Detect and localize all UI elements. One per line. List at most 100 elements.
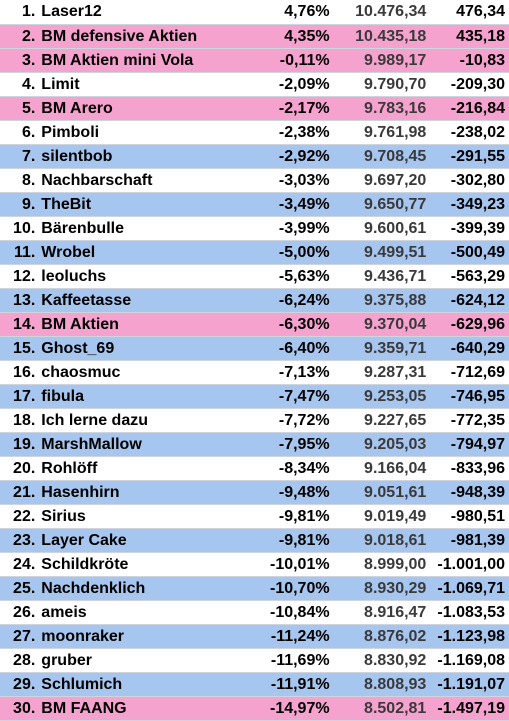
rank-cell: 12. xyxy=(0,264,40,289)
percent-change: -10,70% xyxy=(255,576,333,601)
portfolio-value: 9.790,70 xyxy=(332,72,430,97)
absolute-change: -302,80 xyxy=(429,168,509,193)
portfolio-value: 8.830,92 xyxy=(332,648,430,673)
rank-cell: 22. xyxy=(0,504,40,529)
portfolio-value: 8.808,93 xyxy=(332,672,430,697)
percent-change: -11,24% xyxy=(255,624,333,649)
percent-change: -10,01% xyxy=(255,552,333,577)
rank-cell: 9. xyxy=(0,192,40,217)
percent-change: -5,63% xyxy=(255,264,333,289)
rank-cell: 21. xyxy=(0,480,40,505)
participant-name: BM Arero xyxy=(39,96,256,121)
percent-change: -11,91% xyxy=(255,672,333,697)
portfolio-value: 9.761,98 xyxy=(332,120,430,145)
rank-cell: 19. xyxy=(0,432,40,457)
percent-change: 4,76% xyxy=(255,0,333,25)
absolute-change: -1.123,98 xyxy=(429,624,509,649)
rank-cell: 28. xyxy=(0,648,40,673)
absolute-change: -349,23 xyxy=(429,192,509,217)
participant-name: chaosmuc xyxy=(39,360,256,385)
percent-change: -7,13% xyxy=(255,360,333,385)
table-row: 16. chaosmuc -7,13% 9.287,31 -712,69 xyxy=(0,360,509,385)
table-row: 3. BM Aktien mini Vola -0,11% 9.989,17 -10,8… xyxy=(0,48,509,73)
rank-cell: 1. xyxy=(0,0,40,25)
table-row: 23. Layer Cake -9,81% 9.018,61 -981,39 xyxy=(0,528,509,553)
percent-change: -9,81% xyxy=(255,528,333,553)
percent-change: -3,49% xyxy=(255,192,333,217)
rank-cell: 17. xyxy=(0,384,40,409)
table-row: 19. MarshMallow -7,95% 9.205,03 -794,97 xyxy=(0,432,509,457)
participant-name: Nachdenklich xyxy=(39,576,256,601)
absolute-change: -833,96 xyxy=(429,456,509,481)
rank-cell: 14. xyxy=(0,312,40,337)
absolute-change: -291,55 xyxy=(429,144,509,169)
absolute-change: -563,29 xyxy=(429,264,509,289)
absolute-change: -980,51 xyxy=(429,504,509,529)
participant-name: gruber xyxy=(39,648,256,673)
percent-change: -7,72% xyxy=(255,408,333,433)
table-row: 29. Schlumich -11,91% 8.808,93 -1.191,07 xyxy=(0,672,509,697)
table-row: 5. BM Arero -2,17% 9.783,16 -216,84 xyxy=(0,96,509,121)
rank-cell: 6. xyxy=(0,120,40,145)
table-row: 8. Nachbarschaft -3,03% 9.697,20 -302,80 xyxy=(0,168,509,193)
rank-cell: 20. xyxy=(0,456,40,481)
table-row: 26. ameis -10,84% 8.916,47 -1.083,53 xyxy=(0,600,509,625)
participant-name: BM Aktien xyxy=(39,312,256,337)
portfolio-value: 9.697,20 xyxy=(332,168,430,193)
table-row: 22. Sirius -9,81% 9.019,49 -980,51 xyxy=(0,504,509,529)
rank-cell: 11. xyxy=(0,240,40,265)
portfolio-value: 9.499,51 xyxy=(332,240,430,265)
portfolio-value: 9.708,45 xyxy=(332,144,430,169)
rank-cell: 24. xyxy=(0,552,40,577)
table-row: 12. leoluchs -5,63% 9.436,71 -563,29 xyxy=(0,264,509,289)
participant-name: Schildkröte xyxy=(39,552,256,577)
portfolio-value: 9.650,77 xyxy=(332,192,430,217)
table-row: 7. silentbob -2,92% 9.708,45 -291,55 xyxy=(0,144,509,169)
rank-cell: 23. xyxy=(0,528,40,553)
portfolio-value: 8.930,29 xyxy=(332,576,430,601)
table-row: 11. Wrobel -5,00% 9.499,51 -500,49 xyxy=(0,240,509,265)
participant-name: Pimboli xyxy=(39,120,256,145)
participant-name: leoluchs xyxy=(39,264,256,289)
table-row: 25. Nachdenklich -10,70% 8.930,29 -1.069,71 xyxy=(0,576,509,601)
participant-name: Ghost_69 xyxy=(39,336,256,361)
rank-cell: 30. xyxy=(0,696,40,721)
portfolio-value: 9.783,16 xyxy=(332,96,430,121)
portfolio-value: 9.253,05 xyxy=(332,384,430,409)
portfolio-value: 8.999,00 xyxy=(332,552,430,577)
percent-change: -7,47% xyxy=(255,384,333,409)
portfolio-value: 9.436,71 xyxy=(332,264,430,289)
participant-name: TheBit xyxy=(39,192,256,217)
absolute-change: -712,69 xyxy=(429,360,509,385)
portfolio-value: 10.435,18 xyxy=(332,24,430,49)
percent-change: -5,00% xyxy=(255,240,333,265)
portfolio-value: 9.018,61 xyxy=(332,528,430,553)
participant-name: Kaffeetasse xyxy=(39,288,256,313)
percent-change: -14,97% xyxy=(255,696,333,721)
participant-name: Nachbarschaft xyxy=(39,168,256,193)
table-row: 14. BM Aktien -6,30% 9.370,04 -629,96 xyxy=(0,312,509,337)
table-row: 30. BM FAANG -14,97% 8.502,81 -1.497,19 xyxy=(0,696,509,721)
rank-cell: 29. xyxy=(0,672,40,697)
absolute-change: -1.191,07 xyxy=(429,672,509,697)
table-row: 10. Bärenbulle -3,99% 9.600,61 -399,39 xyxy=(0,216,509,241)
table-row: 24. Schildkröte -10,01% 8.999,00 -1.001,00 xyxy=(0,552,509,577)
participant-name: BM defensive Aktien xyxy=(39,24,256,49)
table-row: 28. gruber -11,69% 8.830,92 -1.169,08 xyxy=(0,648,509,673)
rank-cell: 10. xyxy=(0,216,40,241)
rank-cell: 18. xyxy=(0,408,40,433)
portfolio-value: 9.166,04 xyxy=(332,456,430,481)
participant-name: fibula xyxy=(39,384,256,409)
absolute-change: -399,39 xyxy=(429,216,509,241)
participant-name: BM Aktien mini Vola xyxy=(39,48,256,73)
percent-change: -7,95% xyxy=(255,432,333,457)
absolute-change: -772,35 xyxy=(429,408,509,433)
portfolio-value: 9.051,61 xyxy=(332,480,430,505)
absolute-change: -1.083,53 xyxy=(429,600,509,625)
absolute-change: -981,39 xyxy=(429,528,509,553)
absolute-change: -746,95 xyxy=(429,384,509,409)
rank-cell: 4. xyxy=(0,72,40,97)
absolute-change: -629,96 xyxy=(429,312,509,337)
participant-name: Layer Cake xyxy=(39,528,256,553)
